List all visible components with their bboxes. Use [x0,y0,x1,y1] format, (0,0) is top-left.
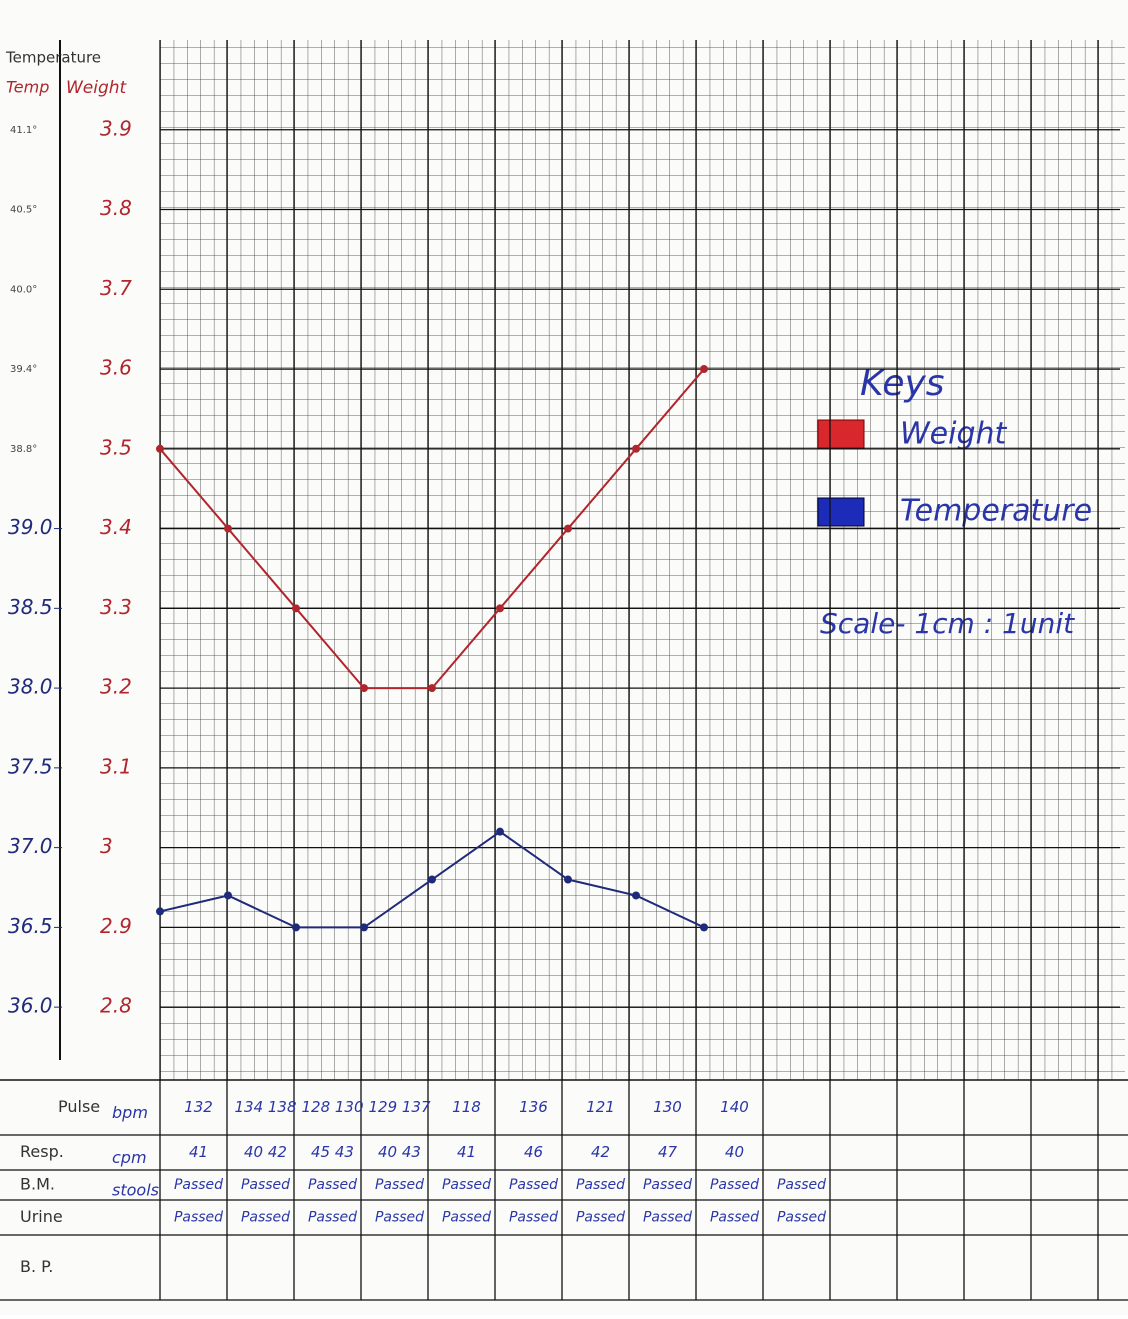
row-label: B.M. [20,1175,55,1194]
row-label: Resp. [20,1142,64,1161]
y-tick-label: 2.8 [100,994,132,1018]
data-point [632,891,640,899]
legend-swatch [818,498,864,526]
data-point [564,876,572,884]
data-point [564,525,572,533]
cell: 42 [591,1143,610,1161]
row-label: Urine [20,1207,63,1226]
legend-label: Temperature [900,494,1092,529]
y2-tick-label: 36.0 [8,994,53,1018]
cell: 136 [519,1098,548,1116]
y-tick-label: 3.6 [100,356,132,380]
cell: 40 43 [378,1143,421,1161]
data-point [292,604,300,612]
row-unit: stools [112,1181,159,1200]
data-point [632,445,640,453]
cell: Passed [241,1177,290,1193]
cell: 47 [658,1143,678,1161]
cell: Passed [576,1177,625,1193]
y-tick-label: 3.2 [100,675,132,699]
cell: 128 130 [301,1098,363,1116]
printed-temp-label: 41.1° [10,125,37,136]
data-point [156,445,164,453]
header-weight: Weight [66,78,128,98]
cell: 129 137 [368,1098,430,1116]
cell: Passed [710,1177,759,1193]
data-point [224,891,232,899]
row-label: B. P. [20,1257,53,1276]
y-tick-label: 3.3 [100,595,132,619]
graph-grid [160,40,1125,1080]
cell: Passed [174,1177,223,1193]
y2-tick-label: 37.0 [8,834,53,858]
cell: Passed [710,1210,759,1226]
cell: Passed [308,1177,357,1193]
cell: 46 [524,1143,543,1161]
y2-tick-label: 38.0 [8,675,53,699]
y2-tick-label: 36.5 [8,914,53,938]
cell: Passed [241,1210,290,1226]
printed-temp-label: 40.5° [10,205,37,216]
printed-temp-label: 38.8° [10,444,37,455]
cell: 40 [725,1143,744,1161]
data-point [224,525,232,533]
y2-tick-label: 37.5 [8,754,53,778]
cell: Passed [576,1210,625,1226]
data-point [360,684,368,692]
cell: 41 [189,1143,208,1161]
data-point [700,365,708,373]
row-unit: cpm [112,1148,147,1167]
cell: 132 [184,1098,213,1116]
data-point [496,604,504,612]
y-tick-label: 3.1 [100,754,132,778]
cell: Passed [375,1210,424,1226]
cell: 41 [457,1143,476,1161]
legend-label: Weight [900,417,1008,452]
cell: 140 [720,1098,749,1116]
cell: Passed [308,1210,357,1226]
data-point [428,684,436,692]
y-tick-label: 3.7 [100,276,132,300]
cell: Passed [442,1177,491,1193]
y-tick-label: 3.8 [100,196,132,220]
cell: Passed [509,1210,558,1226]
cell: 118 [452,1098,481,1116]
cell: 130 [653,1098,682,1116]
legend-swatch [818,420,864,448]
y-tick-label: 3.4 [100,515,132,539]
cell: Passed [777,1177,826,1193]
header-temperature: Temperature [5,49,101,67]
data-point [496,828,504,836]
y-tick-label: 3.9 [100,116,132,140]
cell: 121 [586,1098,615,1116]
y-tick-label: 2.9 [100,914,132,938]
cell: Passed [375,1177,424,1193]
scale-note: Scale- 1cm : 1unit [820,607,1075,640]
cell: Passed [643,1177,692,1193]
printed-temp-label: 39.4° [10,364,37,375]
cell: Passed [442,1210,491,1226]
page: Temperature Temp Weight Keys Weight Temp… [0,0,1128,1319]
y-tick-label: 3.5 [100,435,132,459]
data-point [700,923,708,931]
cell: Passed [174,1210,223,1226]
chart: Temperature Temp Weight Keys Weight Temp… [0,0,1128,1315]
y-tick-label: 3 [100,834,113,858]
cell: 134 138 [234,1098,296,1116]
row-unit: bpm [112,1103,148,1122]
data-point [360,923,368,931]
header-temp: Temp [6,78,49,97]
row-label: Pulse [58,1097,100,1116]
cell: Passed [643,1210,692,1226]
cell: 45 43 [311,1143,354,1161]
printed-temp-label: 40.0° [10,284,37,295]
cell: 40 42 [244,1143,287,1161]
cell: Passed [777,1210,826,1226]
cell: Passed [509,1177,558,1193]
data-point [428,876,436,884]
data-point [156,907,164,915]
y2-tick-label: 38.5 [8,595,53,619]
data-point [292,923,300,931]
y2-tick-label: 39.0 [8,515,53,539]
